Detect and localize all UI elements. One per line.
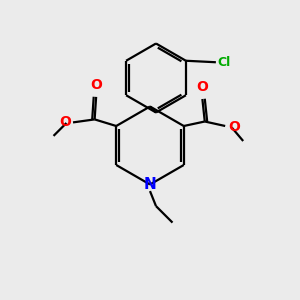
Text: N: N xyxy=(144,177,156,192)
Text: O: O xyxy=(59,115,70,129)
Text: O: O xyxy=(90,78,102,92)
Text: Cl: Cl xyxy=(218,56,231,69)
Text: O: O xyxy=(228,120,240,134)
Text: O: O xyxy=(196,80,208,94)
